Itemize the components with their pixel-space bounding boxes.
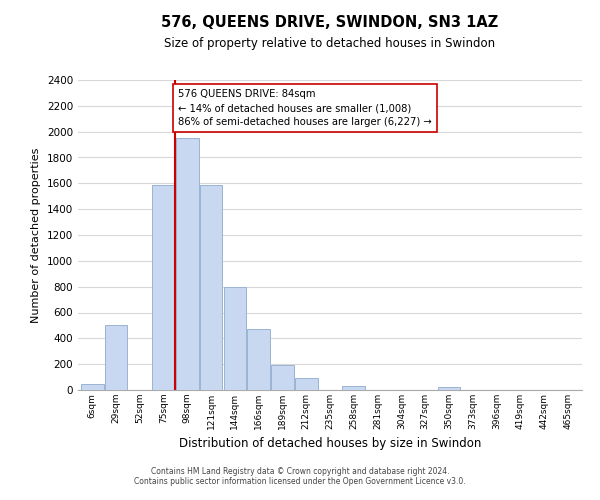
X-axis label: Distribution of detached houses by size in Swindon: Distribution of detached houses by size … xyxy=(179,438,481,450)
Text: 576, QUEENS DRIVE, SWINDON, SN3 1AZ: 576, QUEENS DRIVE, SWINDON, SN3 1AZ xyxy=(161,15,499,30)
Bar xyxy=(152,184,175,390)
Y-axis label: Number of detached properties: Number of detached properties xyxy=(31,148,41,322)
Bar xyxy=(200,184,223,390)
Bar xyxy=(343,386,365,390)
Text: Contains public sector information licensed under the Open Government Licence v3: Contains public sector information licen… xyxy=(134,477,466,486)
Bar xyxy=(224,286,246,390)
Bar xyxy=(81,384,104,390)
Text: 576 QUEENS DRIVE: 84sqm
← 14% of detached houses are smaller (1,008)
86% of semi: 576 QUEENS DRIVE: 84sqm ← 14% of detache… xyxy=(178,89,431,127)
Bar xyxy=(295,378,317,390)
Bar xyxy=(247,330,270,390)
Bar xyxy=(271,366,294,390)
Bar xyxy=(437,388,460,390)
Bar xyxy=(105,326,127,390)
Text: Size of property relative to detached houses in Swindon: Size of property relative to detached ho… xyxy=(164,38,496,51)
Bar xyxy=(176,138,199,390)
Text: Contains HM Land Registry data © Crown copyright and database right 2024.: Contains HM Land Registry data © Crown c… xyxy=(151,467,449,476)
